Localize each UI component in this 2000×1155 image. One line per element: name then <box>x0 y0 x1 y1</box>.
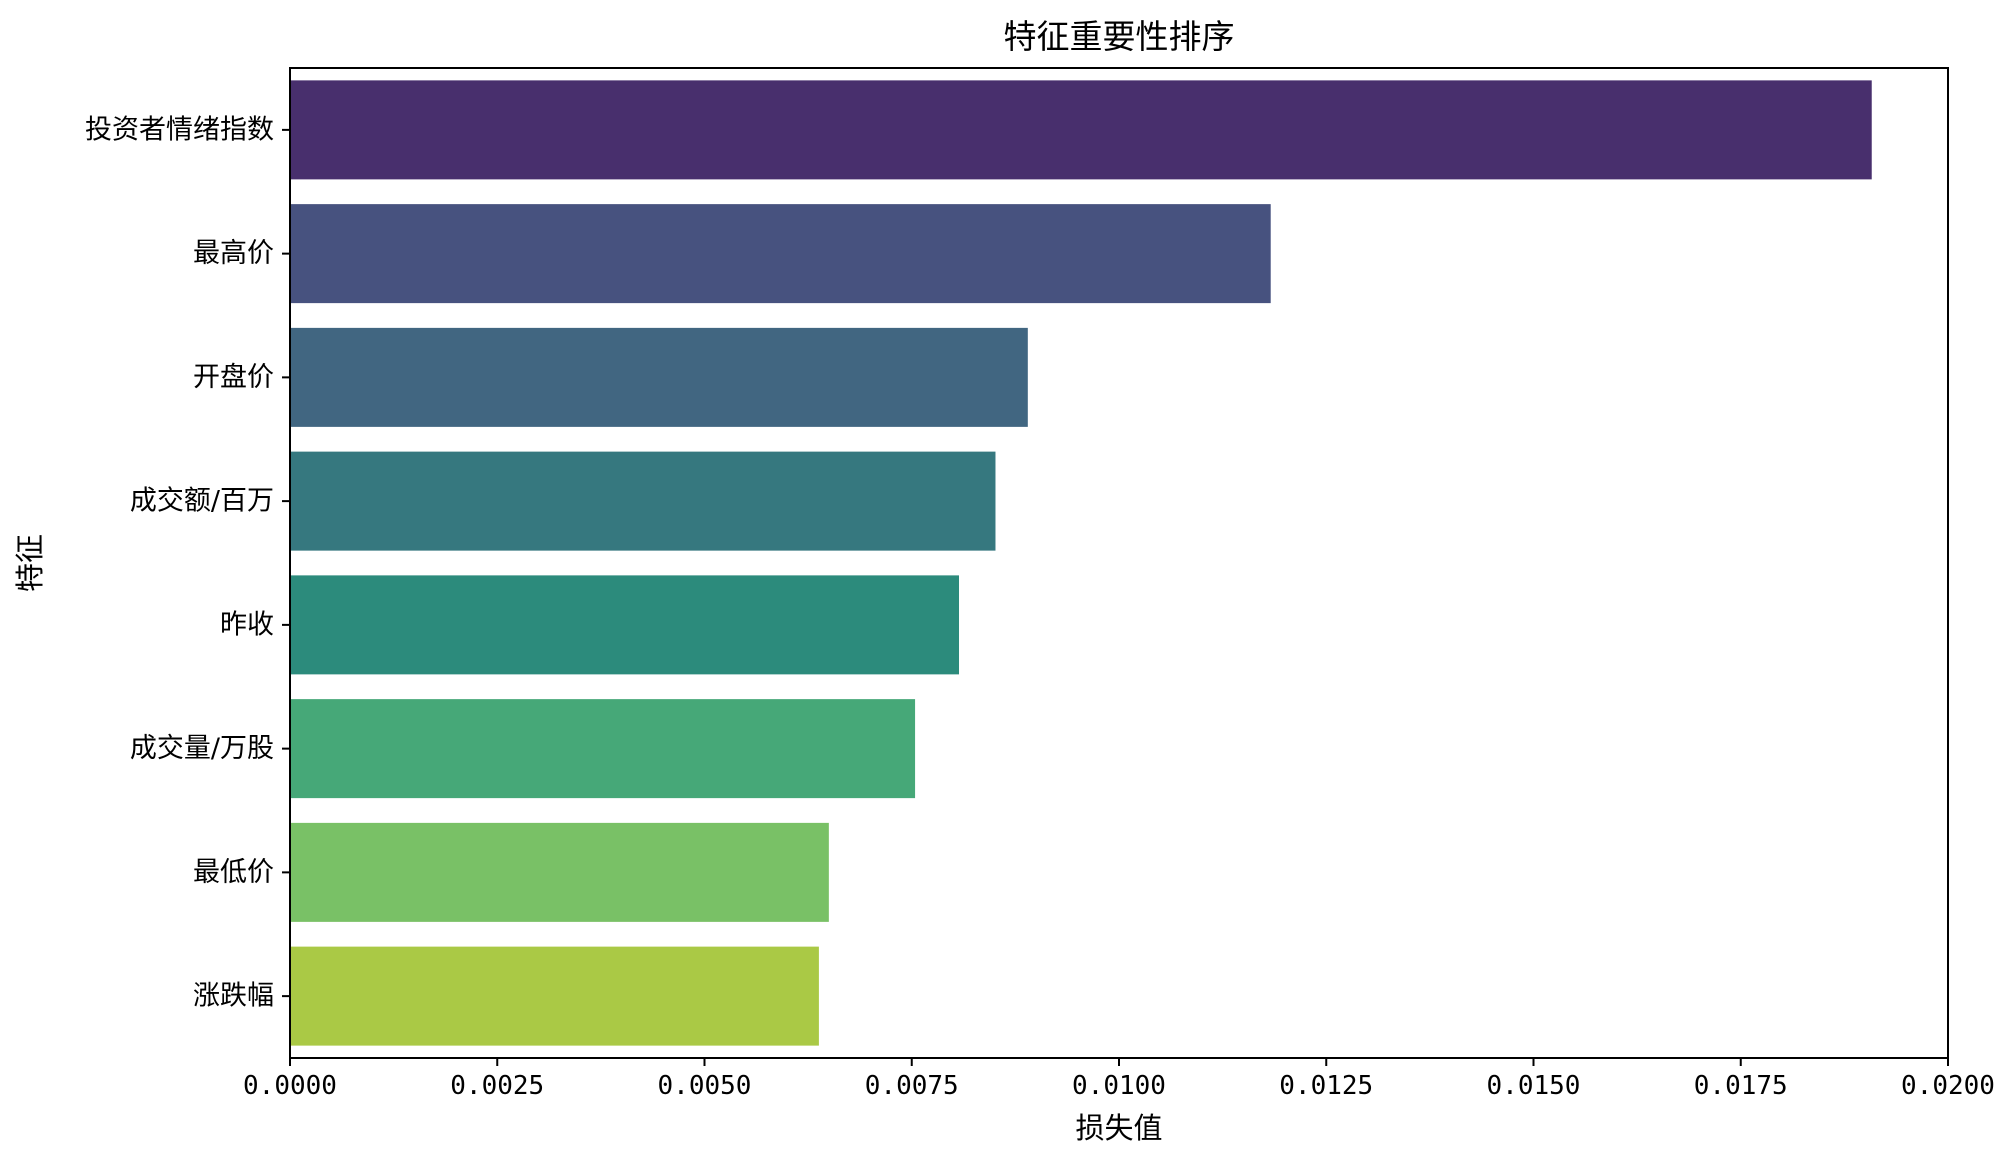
bar-6 <box>290 699 916 799</box>
y-tick-label: 涨跌幅 <box>193 981 274 1012</box>
bar-8 <box>290 946 819 1046</box>
x-tick-label: 0.0000 <box>243 1071 337 1101</box>
bars-layer <box>290 80 1872 1046</box>
bar-3 <box>290 327 1028 427</box>
bar-1 <box>290 80 1872 180</box>
x-tick-label: 0.0200 <box>1901 1071 1995 1101</box>
x-tick-label: 0.0175 <box>1694 1071 1788 1101</box>
bar-2 <box>290 204 1271 304</box>
y-tick-label: 最高价 <box>193 238 274 269</box>
bar-5 <box>290 575 960 675</box>
x-axis-label: 损失值 <box>1075 1111 1162 1145</box>
bar-4 <box>290 451 996 551</box>
x-tick-label: 0.0025 <box>450 1071 544 1101</box>
y-tick-label: 昨收 <box>220 609 274 640</box>
bar-7 <box>290 822 829 922</box>
x-tick-label: 0.0075 <box>865 1071 959 1101</box>
x-axis-ticks: 0.0000 0.0025 0.0050 0.0075 0.0100 0.0125 0.01… <box>243 1058 1995 1101</box>
x-tick-label: 0.0150 <box>1487 1071 1581 1101</box>
chart-title: 特征重要性排序 <box>1004 17 1235 56</box>
y-tick-label: 投资者情绪指数 <box>85 114 274 145</box>
y-tick-label: 成交额/百万 <box>130 486 274 517</box>
y-tick-label: 最低价 <box>193 857 274 888</box>
y-axis-label: 特征 <box>13 534 47 592</box>
x-tick-label: 0.0050 <box>658 1071 752 1101</box>
y-tick-label: 成交量/万股 <box>130 733 274 764</box>
y-tick-label: 开盘价 <box>193 362 274 393</box>
x-tick-label: 0.0125 <box>1279 1071 1373 1101</box>
x-tick-label: 0.0100 <box>1072 1071 1166 1101</box>
